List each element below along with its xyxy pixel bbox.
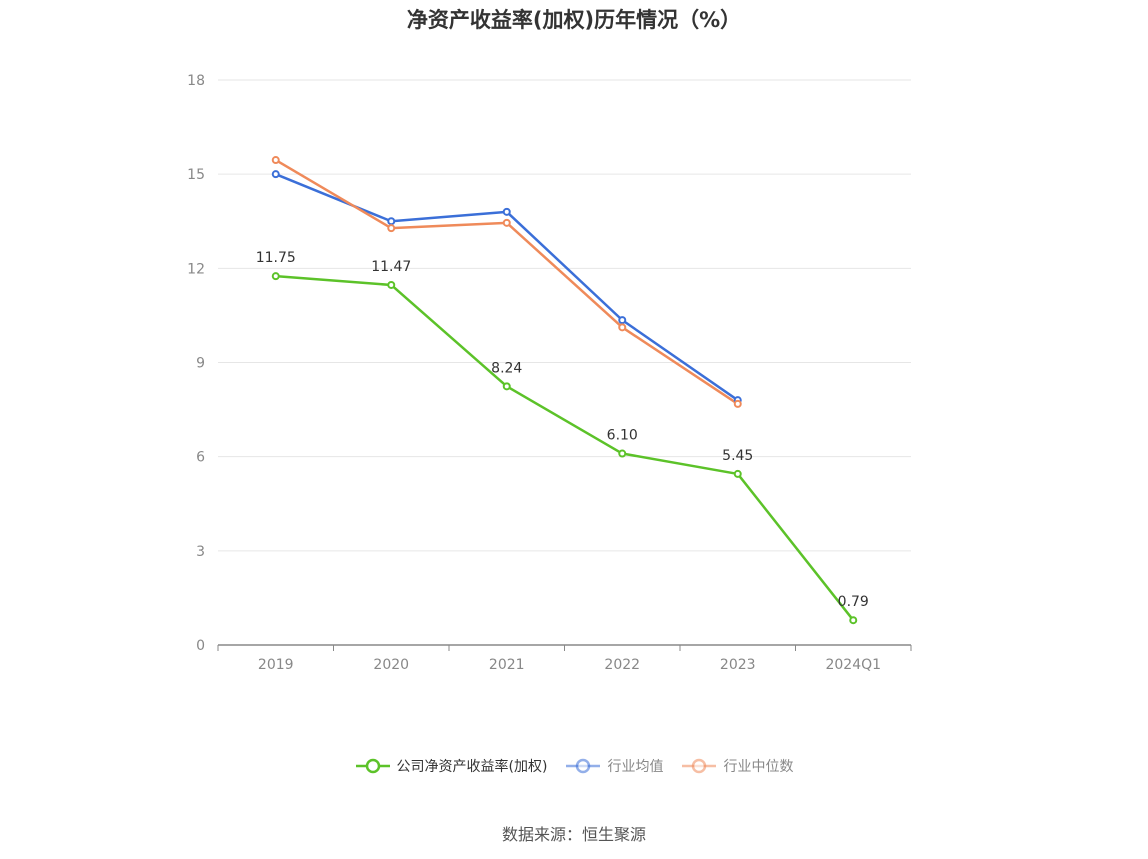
data-label: 5.45 — [722, 448, 753, 464]
legend-item-0[interactable]: 公司净资产收益率(加权) — [355, 756, 548, 776]
y-axis-ticks: 0 3 6 9 12 15 18 — [187, 73, 205, 654]
legend-marker — [692, 758, 707, 774]
y-tick-label: 9 — [196, 356, 205, 372]
data-point — [618, 323, 627, 332]
legend-item-1[interactable]: 行业均值 — [565, 756, 663, 776]
data-point — [618, 449, 627, 458]
data-point — [849, 616, 858, 625]
legend-swatch — [682, 758, 717, 774]
x-tick-label: 2019 — [258, 657, 294, 673]
data-point — [271, 156, 280, 165]
data-label: 8.24 — [491, 360, 522, 376]
y-tick-label: 3 — [196, 544, 205, 560]
data-labels: 11.75 11.47 8.24 6.10 5.45 0.79 — [256, 250, 869, 610]
series-points — [271, 156, 858, 625]
data-point — [502, 382, 511, 391]
chart-title: 净资产收益率(加权)历年情况（%） — [406, 8, 742, 32]
x-axis — [217, 644, 912, 651]
legend-swatch — [566, 758, 601, 774]
x-tick-label: 2022 — [604, 657, 640, 673]
x-tick-label: 2020 — [373, 657, 409, 673]
data-label: 11.47 — [371, 259, 411, 275]
series-line-0 — [275, 274, 855, 621]
data-point — [733, 399, 742, 408]
grid-lines — [218, 79, 911, 552]
legend-label: 公司净资产收益率(加权) — [396, 759, 548, 775]
legend-swatch — [355, 758, 390, 774]
legend-label: 行业中位数 — [723, 759, 794, 775]
data-point — [387, 224, 396, 233]
legend-item-2[interactable]: 行业中位数 — [681, 756, 793, 776]
y-tick-label: 6 — [196, 450, 205, 466]
y-tick-label: 12 — [187, 261, 205, 277]
data-label: 11.75 — [256, 250, 296, 266]
legend-marker — [576, 758, 591, 774]
data-point — [502, 207, 511, 216]
x-tick-label: 2024Q1 — [825, 657, 881, 673]
legend-label: 行业均值 — [607, 759, 664, 775]
legend-marker — [365, 758, 380, 774]
data-label: 6.10 — [607, 428, 638, 444]
x-tick-label: 2023 — [720, 657, 756, 673]
data-point — [271, 170, 280, 179]
data-source: 数据来源：恒生聚源 — [501, 825, 646, 844]
data-point — [387, 217, 396, 226]
y-tick-label: 15 — [187, 167, 205, 183]
data-point — [502, 218, 511, 227]
y-tick-label: 18 — [187, 73, 205, 89]
x-tick-label: 2021 — [489, 657, 525, 673]
legend: 公司净资产收益率(加权) 行业均值 行业中位数 — [0, 756, 1148, 776]
data-point — [387, 280, 396, 289]
x-axis-ticks: 2019 2020 2021 2022 2023 2024Q1 — [258, 657, 881, 673]
y-tick-label: 0 — [196, 638, 205, 654]
data-label: 0.79 — [838, 594, 869, 610]
data-point — [271, 272, 280, 281]
data-point — [618, 316, 627, 325]
data-point — [733, 469, 742, 478]
